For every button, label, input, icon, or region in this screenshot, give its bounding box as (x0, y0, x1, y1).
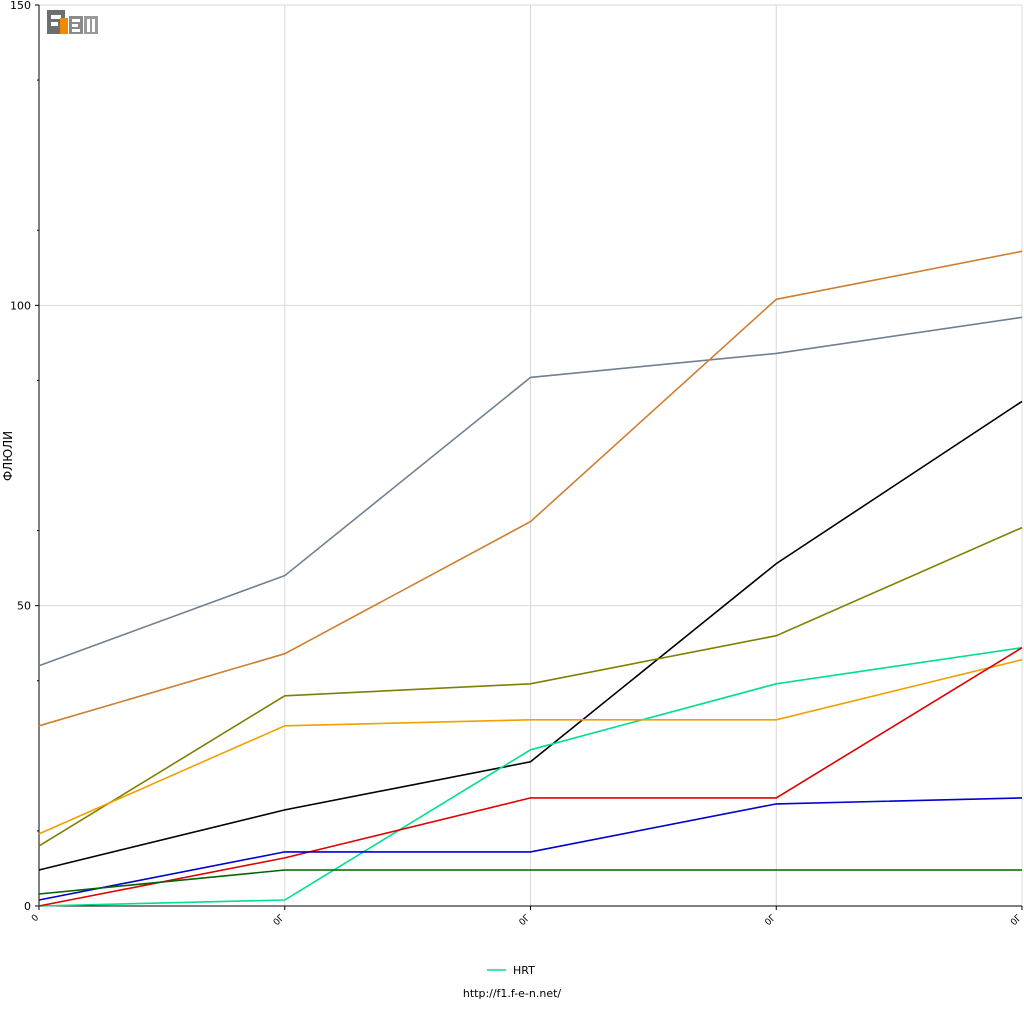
x-tick-label: 0Г (272, 913, 287, 928)
grid (39, 4, 1023, 906)
y-tick-label: 100 (10, 299, 31, 312)
series-line-4 (38, 526, 1023, 847)
x-tick-label: 0Г (518, 913, 533, 928)
y-axis-label: ФЛЮЛИ (1, 431, 15, 481)
series-line-1 (38, 316, 1023, 667)
f1en-logo-icon (47, 10, 98, 34)
footer-url: http://f1.f-e-n.net/ (463, 987, 562, 1000)
legend-label: HRT (513, 964, 535, 977)
series-line-7 (38, 647, 1023, 907)
series-line-8 (38, 797, 1023, 901)
series-line-9 (38, 869, 1022, 895)
axes: 0 50 100 150 0 0Г 0Г 0Г 0Г (10, 0, 1024, 928)
y-tick-label: 0 (24, 900, 31, 913)
series-line-3 (38, 400, 1023, 871)
series-lines (38, 250, 1023, 907)
y-tick-label: 150 (10, 0, 31, 12)
x-tick-label: 0Г (1009, 913, 1024, 928)
x-tick-label: 0 (30, 913, 41, 924)
series-line-hrt (38, 646, 1023, 907)
series-line-2 (38, 250, 1023, 727)
y-tick-label: 50 (17, 600, 31, 613)
x-tick-label: 0Г (763, 913, 778, 928)
legend: HRT (487, 964, 535, 977)
series-line-6 (38, 658, 1023, 835)
